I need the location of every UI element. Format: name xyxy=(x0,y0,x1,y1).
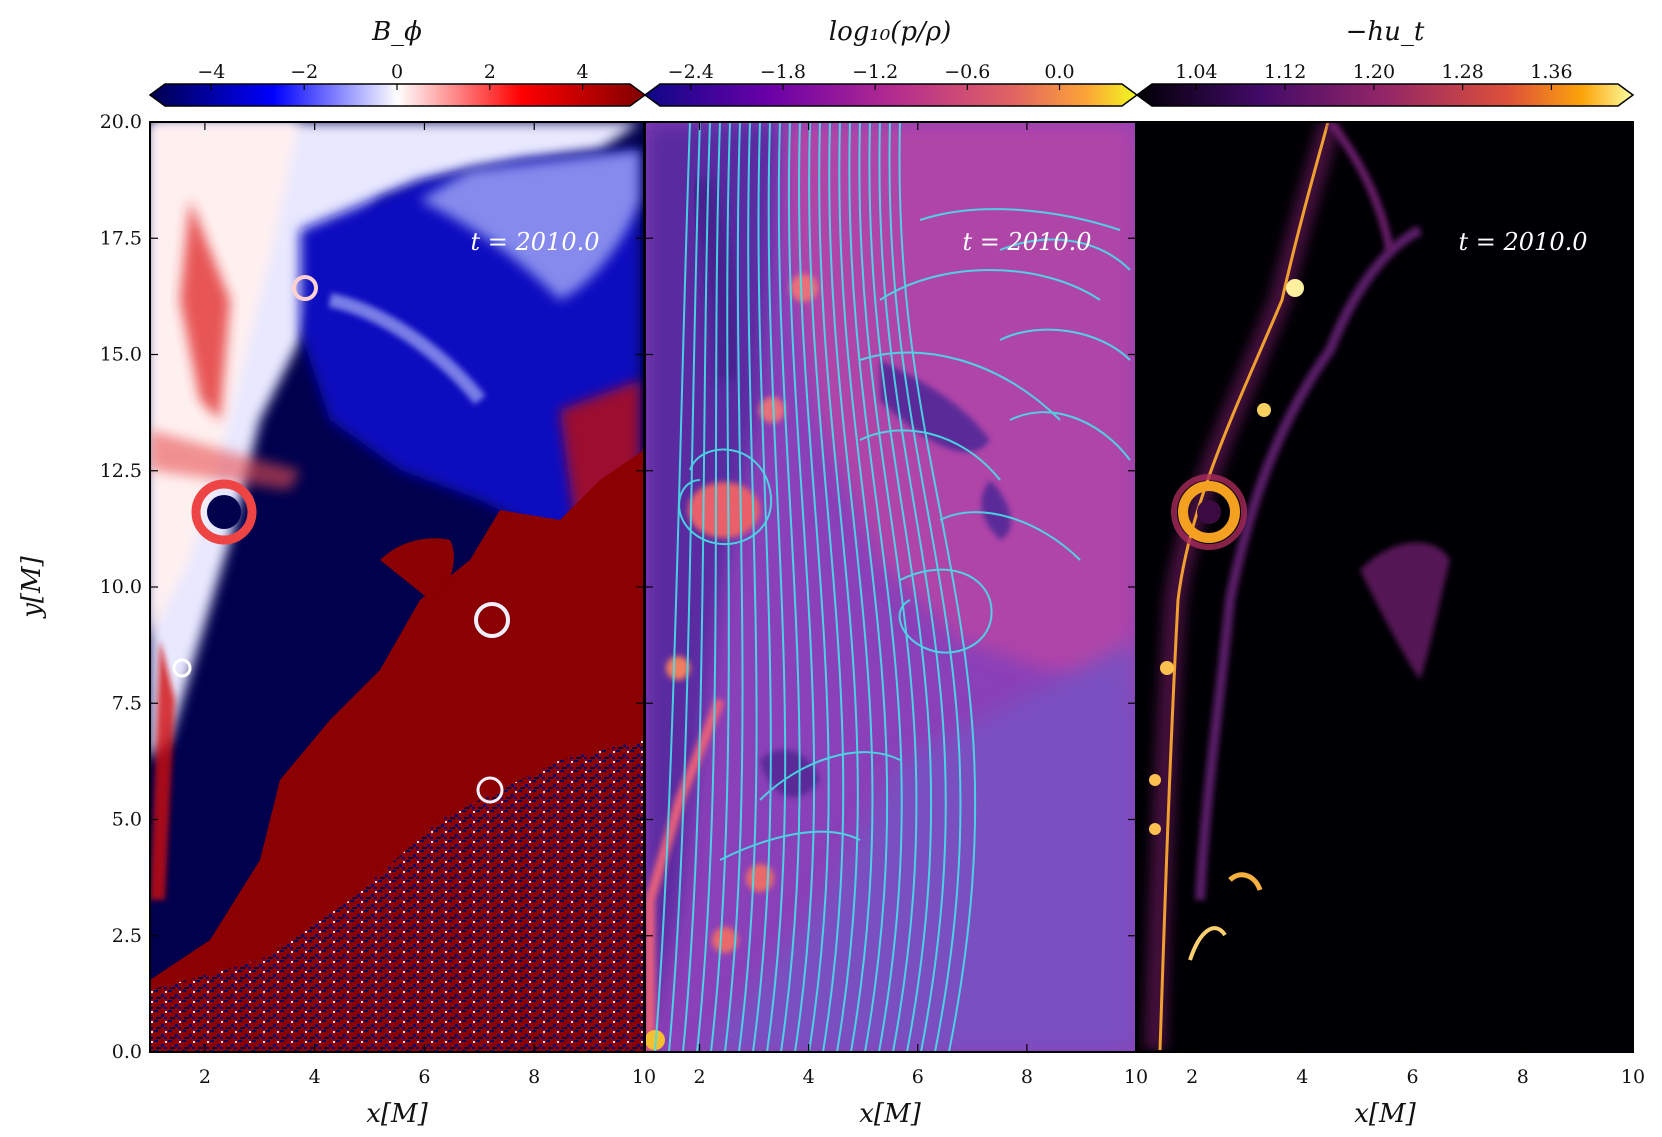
colorbar-0-tick-label-2: 0 xyxy=(391,61,403,83)
streamline-33 xyxy=(999,238,1131,271)
panel-c-title: −hu_t xyxy=(1346,17,1425,47)
streamline-30 xyxy=(719,830,861,861)
panel-0-xtick-label-2: 6 xyxy=(418,1066,430,1088)
streamline-7 xyxy=(752,122,772,1052)
panel-1-xtick-label-1: 4 xyxy=(803,1066,815,1088)
streamline-17 xyxy=(858,122,918,1052)
streamline-23 xyxy=(898,568,993,654)
colorbar-1-tick-label-1: −1.8 xyxy=(760,61,806,83)
streamline-19 xyxy=(878,122,947,1052)
panel-a-ylabel: y[M] xyxy=(17,555,47,618)
ytick-label-5: 12.5 xyxy=(100,460,142,482)
panel-1-xtick-label-3: 8 xyxy=(1021,1066,1033,1088)
streamline-22 xyxy=(678,448,773,546)
panel-c-time-annotation: t = 2010.0 xyxy=(1459,228,1588,256)
colorbar-2-tick-label-2: 1.20 xyxy=(1353,61,1395,83)
panel-1-xtick-label-2: 6 xyxy=(912,1066,924,1088)
streamline-2 xyxy=(682,122,711,1052)
panel-b-time-annotation: t = 2010.0 xyxy=(963,228,1092,256)
ytick-label-0: 0.0 xyxy=(112,1041,142,1063)
ytick-label-6: 15.0 xyxy=(100,344,142,366)
streamline-20 xyxy=(888,122,962,1052)
panel-c-image xyxy=(1137,122,1633,1052)
panel-1-xtick-label-4: 10 xyxy=(1124,1066,1148,1088)
panel-0-xtick-label-1: 4 xyxy=(309,1066,321,1088)
colorbar-hut xyxy=(1135,83,1635,107)
streamline-14 xyxy=(828,122,874,1052)
colorbar-2-tick-label-3: 1.28 xyxy=(1442,61,1484,83)
panel-b-xlabel: x[M] xyxy=(859,1099,921,1129)
streamline-32 xyxy=(1009,411,1131,461)
colorbar-0-tick-label-4: 4 xyxy=(577,61,589,83)
colorbar-2-tick-label-1: 1.12 xyxy=(1264,61,1306,83)
colorbar-log-p-rho xyxy=(643,83,1139,107)
colorbar-1-tick-label-2: −1.2 xyxy=(852,61,898,83)
streamline-27 xyxy=(859,429,1001,481)
streamline-12 xyxy=(808,122,845,1052)
colorbar-0-tick-label-1: −2 xyxy=(290,61,318,83)
panel-a-image xyxy=(150,122,644,1052)
streamline-25 xyxy=(859,351,1061,421)
panel-2-xtick-label-2: 6 xyxy=(1407,1066,1419,1088)
streamline-13 xyxy=(818,122,859,1052)
streamline-31 xyxy=(999,328,1131,361)
streamline-5 xyxy=(724,122,744,1052)
streamline-0 xyxy=(654,122,691,1052)
colorbar-1-tick-label-0: −2.4 xyxy=(668,61,714,83)
streamline-8 xyxy=(766,122,787,1052)
panel-b-image xyxy=(645,122,1136,1052)
panel-2-xtick-label-0: 2 xyxy=(1186,1066,1198,1088)
colorbar-0-tick-label-3: 2 xyxy=(484,61,496,83)
panel-c-xlabel: x[M] xyxy=(1354,1099,1416,1129)
streamline-1 xyxy=(668,122,701,1052)
streamline-18 xyxy=(868,122,933,1052)
panel-0-xtick-label-3: 8 xyxy=(528,1066,540,1088)
streamline-9 xyxy=(777,122,801,1052)
panel-2-xtick-label-3: 8 xyxy=(1517,1066,1529,1088)
streamline-28 xyxy=(939,511,1081,561)
colorbar-1-tick-label-3: −0.6 xyxy=(944,61,990,83)
ytick-label-3: 7.5 xyxy=(112,692,142,714)
panel-0-xtick-label-0: 2 xyxy=(199,1066,211,1088)
streamline-16 xyxy=(848,122,903,1052)
colorbar-1-tick-label-4: 0.0 xyxy=(1044,61,1074,83)
streamline-15 xyxy=(838,122,889,1052)
panel-2-xtick-label-4: 10 xyxy=(1621,1066,1645,1088)
streamline-6 xyxy=(738,122,758,1052)
ytick-label-1: 2.5 xyxy=(112,925,142,947)
streamline-4 xyxy=(710,122,731,1052)
streamline-29 xyxy=(759,751,901,801)
ytick-label-4: 10.0 xyxy=(100,576,142,598)
colorbar-0-tick-label-0: −4 xyxy=(197,61,225,83)
panel-0-xtick-label-4: 10 xyxy=(632,1066,656,1088)
streamline-21 xyxy=(898,122,977,1052)
ytick-label-7: 17.5 xyxy=(100,227,142,249)
panel-b-title: log₁₀(p/ρ) xyxy=(829,17,951,47)
panel-a-time-annotation: t = 2010.0 xyxy=(471,228,600,256)
streamline-26 xyxy=(919,208,1121,231)
panel-a-xlabel: x[M] xyxy=(366,1099,428,1129)
panel-a-title: B_ϕ xyxy=(371,17,422,47)
streamline-24 xyxy=(879,269,1101,301)
streamline-11 xyxy=(798,122,830,1052)
ytick-label-8: 20.0 xyxy=(100,111,142,133)
streamline-10 xyxy=(787,122,816,1052)
panel-2-xtick-label-1: 4 xyxy=(1296,1066,1308,1088)
ytick-label-2: 5.0 xyxy=(112,809,142,831)
colorbar-2-tick-label-0: 1.04 xyxy=(1175,61,1217,83)
colorbar-2-tick-label-4: 1.36 xyxy=(1530,61,1572,83)
streamline-3 xyxy=(696,122,721,1052)
panel-1-xtick-label-0: 2 xyxy=(694,1066,706,1088)
